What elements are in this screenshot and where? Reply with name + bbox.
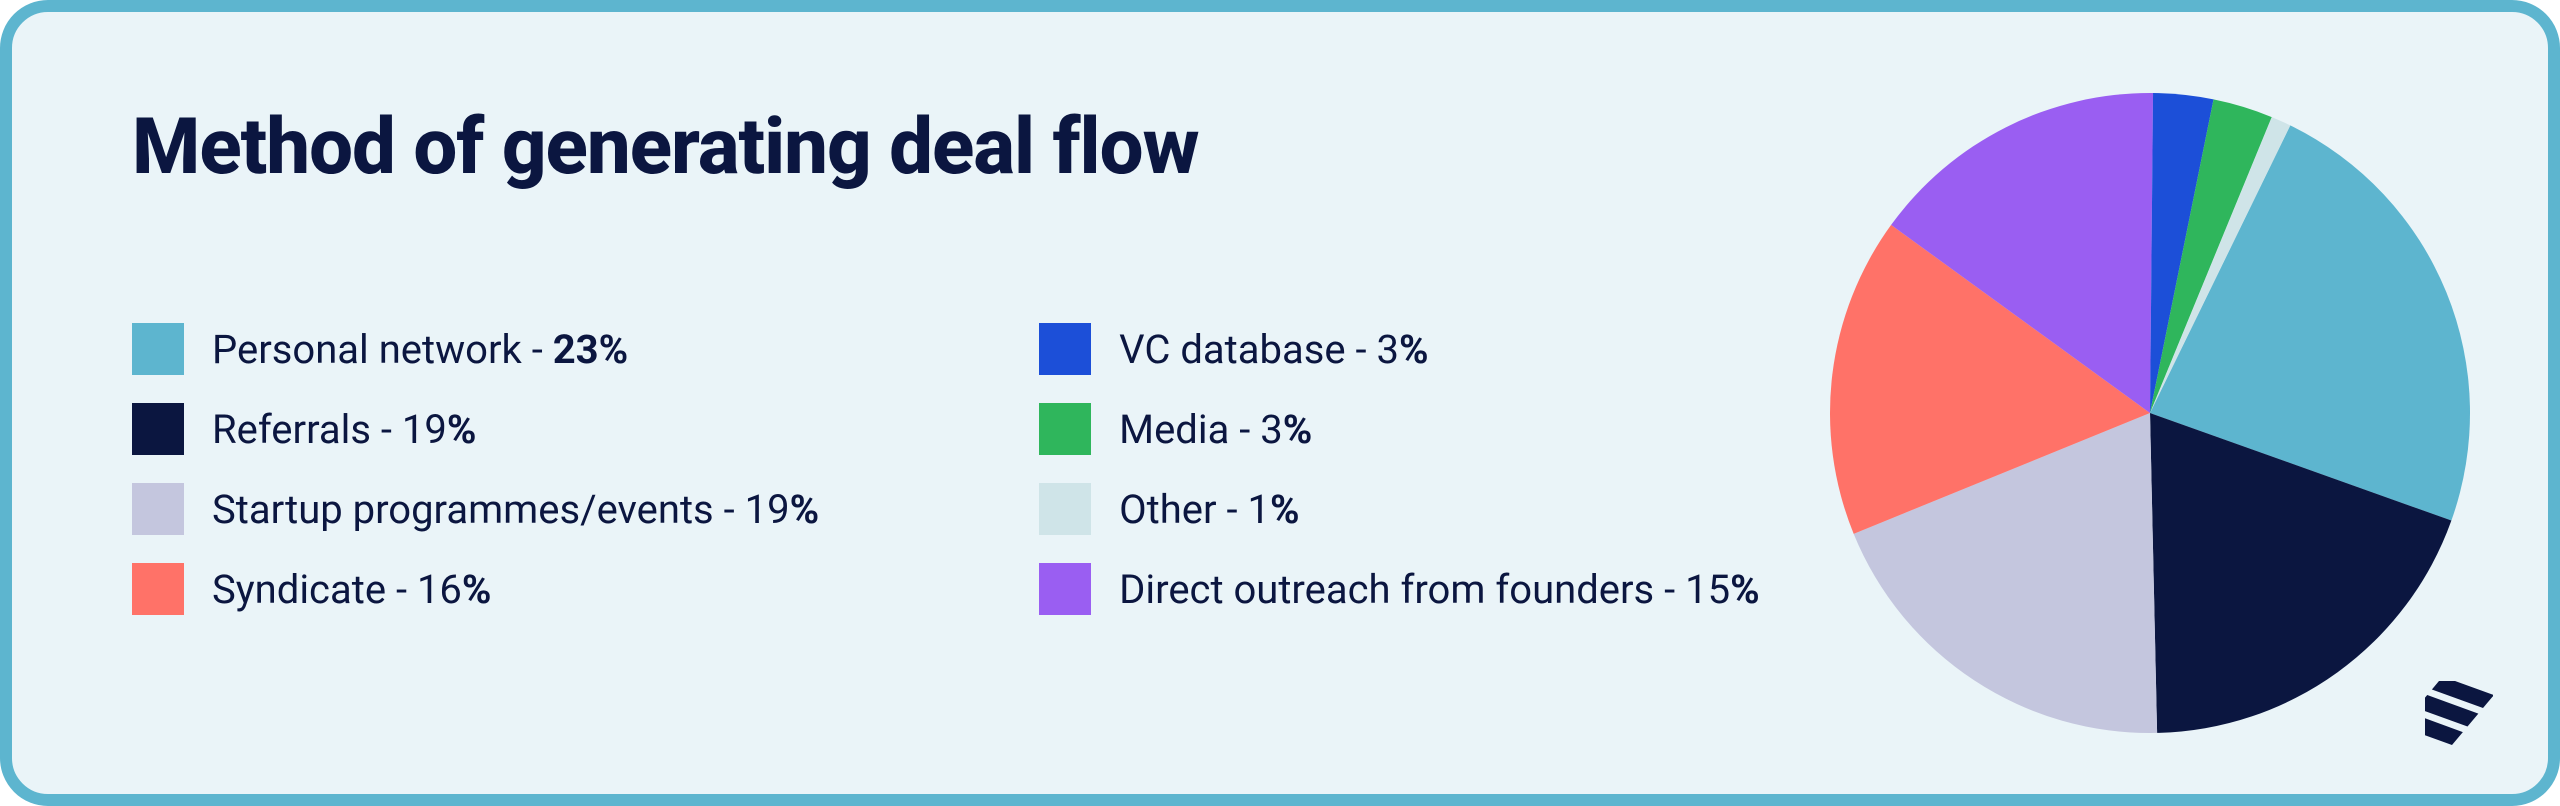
- legend: Personal network - 23% Referrals - 19% Sta…: [132, 323, 1760, 615]
- legend-label: VC database - 3%: [1119, 326, 1428, 373]
- right-column: [1760, 72, 2540, 754]
- legend-item-referrals: Referrals - 19%: [132, 403, 819, 455]
- legend-column-2: VC database - 3% Media - 3% Other - 1% Dire…: [1039, 323, 1759, 615]
- legend-swatch: [1039, 483, 1091, 535]
- legend-label: Media - 3%: [1119, 406, 1312, 453]
- left-column: Method of generating deal flow Personal …: [132, 72, 1760, 754]
- legend-label: Other - 1%: [1119, 486, 1299, 533]
- legend-label: Startup programmes/events - 19%: [212, 486, 819, 533]
- legend-swatch: [132, 323, 184, 375]
- legend-item-other: Other - 1%: [1039, 483, 1759, 535]
- legend-item-media: Media - 3%: [1039, 403, 1759, 455]
- legend-item-personal_network: Personal network - 23%: [132, 323, 819, 375]
- legend-item-syndicate: Syndicate - 16%: [132, 563, 819, 615]
- legend-item-direct_outreach: Direct outreach from founders - 15%: [1039, 563, 1759, 615]
- legend-swatch: [1039, 563, 1091, 615]
- legend-swatch: [1039, 403, 1091, 455]
- legend-swatch: [132, 403, 184, 455]
- brand-logo-icon: [2425, 681, 2493, 749]
- legend-swatch: [132, 563, 184, 615]
- legend-label: Personal network - 23%: [212, 326, 628, 373]
- pie-chart: [1830, 93, 2470, 733]
- legend-column-1: Personal network - 23% Referrals - 19% Sta…: [132, 323, 819, 615]
- chart-title: Method of generating deal flow: [132, 102, 1760, 193]
- legend-swatch: [132, 483, 184, 535]
- legend-label: Direct outreach from founders - 15%: [1119, 566, 1759, 613]
- legend-label: Syndicate - 16%: [212, 566, 492, 613]
- legend-item-startup_programmes: Startup programmes/events - 19%: [132, 483, 819, 535]
- legend-item-vc_database: VC database - 3%: [1039, 323, 1759, 375]
- legend-swatch: [1039, 323, 1091, 375]
- legend-label: Referrals - 19%: [212, 406, 476, 453]
- chart-card: Method of generating deal flow Personal …: [0, 0, 2560, 806]
